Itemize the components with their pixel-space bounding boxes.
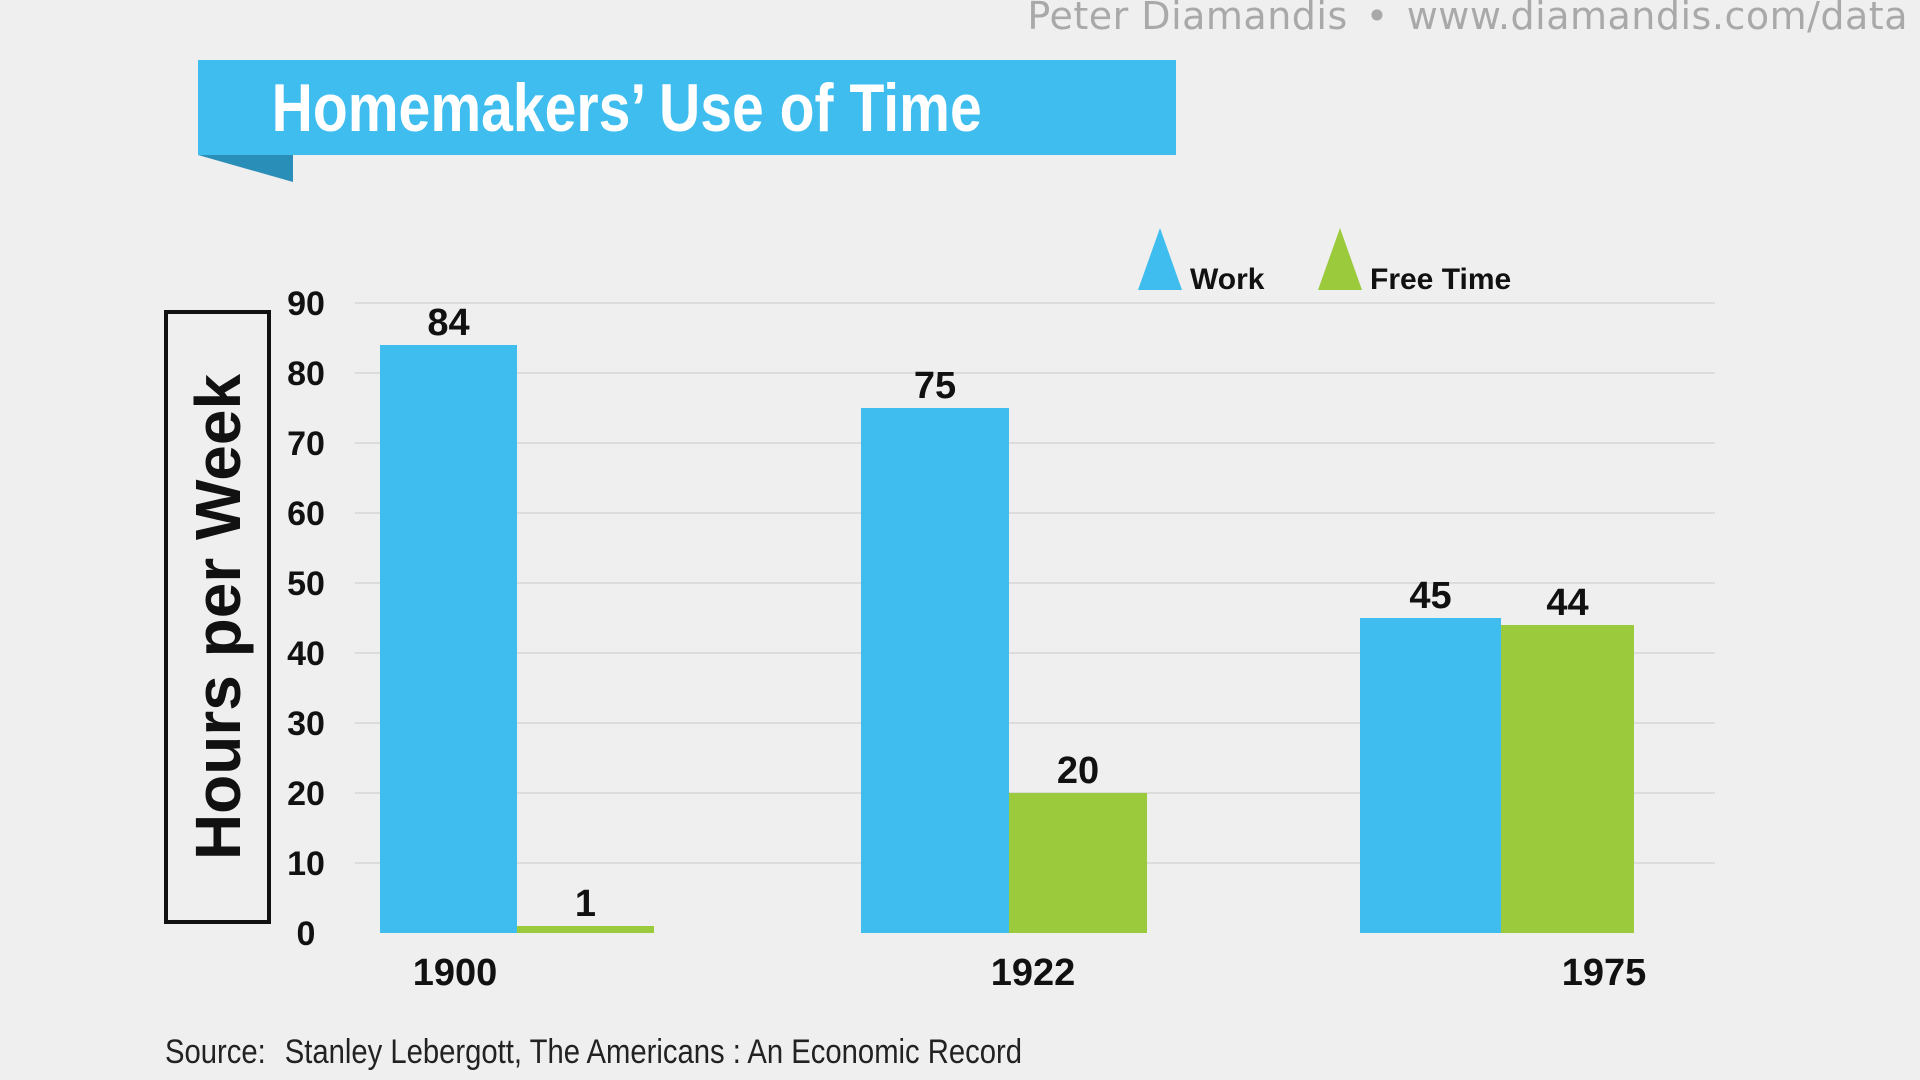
source-text: Stanley Lebergott, The Americans : An Ec… [284,1033,1023,1071]
y-tick-label: 40 [287,635,325,673]
y-axis-label-box: Hours per Week [164,310,271,924]
y-tick-label: 70 [287,425,325,463]
data-label: 84 [427,302,469,344]
bar-free-time [1009,793,1147,933]
y-tick-label: 20 [287,775,325,813]
y-tick-label: 10 [287,845,325,883]
y-tick-label: 0 [297,915,316,953]
y-tick-label: 30 [287,705,325,743]
credit-line: Peter Diamandis • www.diamandis.com/data [1027,0,1908,38]
title-banner: Homemakers’ Use of Time [198,60,1176,155]
data-label: 75 [914,365,956,407]
legend-label: Free Time [1370,263,1511,296]
bar-free-time [1501,625,1634,933]
bar-work [861,408,1009,933]
x-tick-label: 1975 [1562,952,1647,994]
y-tick-label: 60 [287,495,325,533]
credit-url: www.diamandis.com/data [1406,0,1908,38]
bar-free-time [517,926,654,933]
legend-label: Work [1190,263,1265,296]
data-label: 45 [1409,575,1451,617]
chart-title: Homemakers’ Use of Time [271,69,983,146]
data-label: 20 [1057,750,1099,792]
legend-triangle-icon [1138,228,1182,290]
legend-triangle-icon [1318,228,1362,290]
source-label: Source: [165,1033,266,1071]
y-tick-label: 50 [287,565,325,603]
source-note: Source: Stanley Lebergott, The Americans … [165,1033,1022,1072]
bar-work [1360,618,1501,933]
data-label: 1 [575,883,596,925]
y-tick-label: 80 [287,355,325,393]
credit-separator: • [1365,0,1389,38]
x-tick-label: 1900 [413,952,498,994]
data-label: 44 [1546,582,1588,624]
x-tick-label: 1922 [991,952,1076,994]
y-tick-label: 90 [287,285,325,323]
credit-author: Peter Diamandis [1027,0,1348,38]
bar-work [380,345,517,933]
